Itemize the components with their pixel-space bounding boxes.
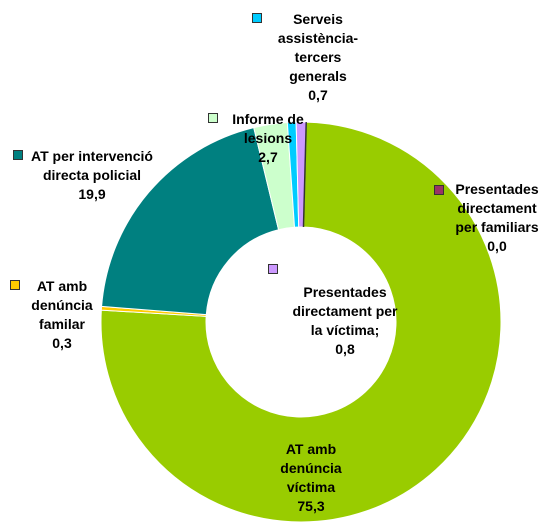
legend-swatch bbox=[434, 185, 444, 195]
slice-label: Presentades directament per familiars 0,0 bbox=[446, 180, 548, 256]
slice-label: AT amb denúncia familar 0,3 bbox=[26, 277, 98, 353]
category-name: AT amb denúncia familar bbox=[31, 278, 93, 332]
category-name: Informe de lesions bbox=[232, 111, 304, 146]
value-label: 0,0 bbox=[487, 238, 507, 254]
donut-slice bbox=[100, 121, 502, 523]
value-label: 0,7 bbox=[308, 87, 328, 103]
slice-label: AT per intervenció directa policial 19,9 bbox=[31, 147, 153, 204]
legend-swatch bbox=[268, 264, 278, 274]
legend-swatch bbox=[252, 13, 262, 23]
legend-swatch bbox=[208, 113, 218, 123]
legend-swatch bbox=[13, 150, 23, 160]
value-label: 75,3 bbox=[297, 498, 325, 514]
category-name: Presentades directament per familiars bbox=[455, 181, 539, 235]
value-label: 19,9 bbox=[78, 186, 106, 202]
category-name: AT amb denúncia víctima bbox=[280, 441, 342, 495]
value-label: 0,8 bbox=[335, 341, 355, 357]
slice-label: AT amb denúncia víctima 75,3 bbox=[271, 440, 351, 516]
slice-label: Presentades directament per la víctima; 0… bbox=[286, 283, 404, 359]
category-name: Presentades directament per la víctima; bbox=[292, 284, 398, 338]
value-label: 0,3 bbox=[52, 335, 72, 351]
slice-label: Serveis assistència-tercers generals 0,7 bbox=[270, 10, 366, 105]
legend-swatch bbox=[10, 280, 20, 290]
value-label: 2,7 bbox=[258, 149, 278, 165]
category-name: AT per intervenció directa policial bbox=[31, 148, 153, 183]
donut-slice bbox=[101, 127, 280, 316]
category-name: Serveis assistència-tercers generals bbox=[277, 11, 359, 84]
slice-label: Informe de lesions 2,7 bbox=[224, 110, 312, 167]
